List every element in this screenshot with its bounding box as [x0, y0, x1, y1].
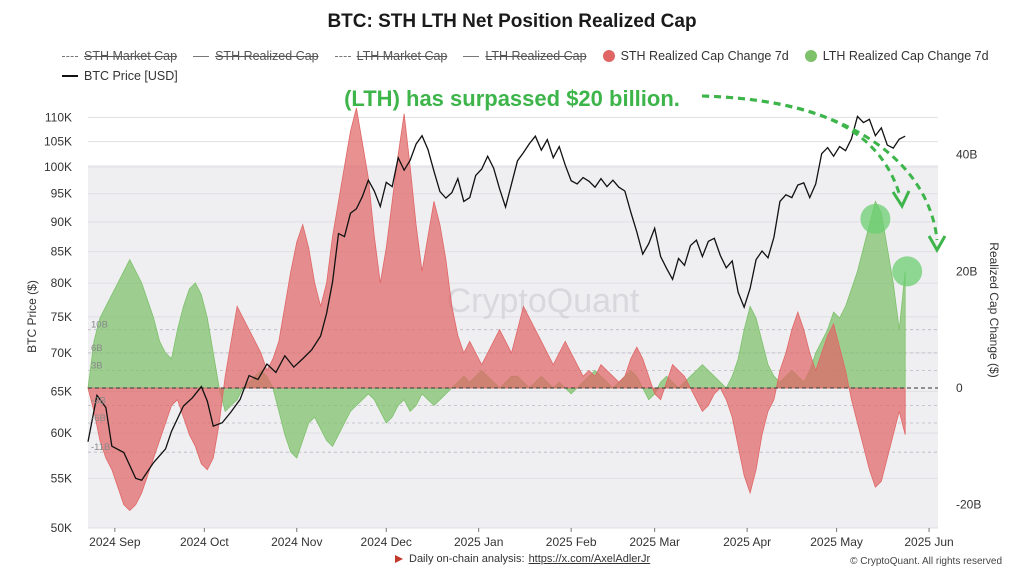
highlight-circle-peak [860, 203, 891, 234]
x-tick-label: 2024 Dec [361, 535, 412, 549]
y-right-tick-label: 20B [956, 264, 977, 278]
footer-link[interactable]: https://x.com/AxelAdlerJr [528, 553, 651, 565]
red-dot-icon [602, 50, 615, 62]
green-dot-icon [804, 50, 817, 62]
y-left-tick-label: 110K [45, 110, 72, 124]
annotation-text: (LTH) has surpassed $20 billion. [344, 86, 680, 111]
x-tick-label: 2025 May [810, 535, 863, 549]
footer-text: Daily on-chain analysis: [409, 553, 525, 565]
y-left-tick-label: 100K [44, 160, 72, 174]
arrowhead-2 [927, 235, 947, 254]
x-tick-label: 2024 Sep [89, 535, 141, 549]
y-right-axis-label: Realized Cap Change ($) [987, 242, 1001, 377]
legend-item-btc-price[interactable]: BTC Price [USD] [62, 69, 178, 83]
inner-tick-label: 6B [91, 343, 103, 354]
chart-title: BTC: STH LTH Net Position Realized Cap [327, 11, 697, 32]
y-left-tick-label: 70K [51, 346, 72, 360]
line-icon [193, 55, 210, 57]
y-left-tick-label: 60K [51, 426, 72, 440]
y-left-tick-label: 90K [51, 215, 72, 229]
inner-tick-label: -3B [91, 396, 106, 407]
legend-item-sth-change[interactable]: STH Realized Cap Change 7d [602, 49, 789, 63]
legend: STH Market Cap STH Realized Cap LTH Mark… [62, 46, 1002, 86]
y-left-tick-label: 75K [51, 310, 72, 324]
btc-price-line [87, 115, 906, 482]
y-left-tick-label: 50K [51, 521, 72, 535]
flag-icon [395, 555, 403, 563]
copyright: © CryptoQuant. All rights reserved [850, 556, 1002, 567]
y-left-tick-label: 80K [51, 276, 72, 290]
annotation-arrow-2 [701, 94, 939, 241]
inner-tick-label: -11B [91, 442, 110, 453]
inner-tick-label: -6B [91, 413, 106, 424]
x-tick-label: 2025 Apr [723, 535, 771, 549]
sth-change-area [87, 107, 906, 512]
x-tick-label: 2025 Jun [904, 535, 953, 549]
y-left-tick-label: 85K [51, 245, 72, 259]
y-right-tick-label: 0 [956, 381, 963, 395]
inner-tick-label: 3B [91, 361, 103, 372]
y-right-tick-label: 40B [956, 148, 977, 162]
y-left-tick-label: 105K [44, 135, 72, 149]
legend-item-lth-market-cap[interactable]: LTH Market Cap [334, 49, 447, 63]
x-tick-label: 2025 Feb [546, 535, 597, 549]
x-tick-label: 2024 Oct [180, 535, 229, 549]
inner-tick-label: 10B [91, 320, 108, 331]
watermark: CryptoQuant [447, 282, 640, 320]
x-tick-label: 2024 Nov [271, 535, 322, 549]
legend-row-2: BTC Price [USD] [62, 66, 1002, 86]
footer: Daily on-chain analysis: https://x.com/A… [395, 553, 650, 565]
x-tick-label: 2025 Jan [454, 535, 503, 549]
line-icon [463, 55, 480, 57]
highlight-circle-current [892, 256, 923, 287]
y-left-tick-label: 95K [51, 187, 72, 201]
legend-item-sth-market-cap[interactable]: STH Market Cap [62, 49, 177, 63]
legend-item-lth-change[interactable]: LTH Realized Cap Change 7d [804, 49, 989, 63]
line-icon [62, 75, 78, 77]
legend-item-lth-realized-cap[interactable]: LTH Realized Cap [463, 49, 587, 63]
dash-line-icon [334, 55, 351, 57]
arrowhead-1 [891, 190, 911, 210]
y-left-tick-label: 65K [51, 384, 72, 398]
legend-row-1: STH Market Cap STH Realized Cap LTH Mark… [62, 46, 1002, 66]
x-tick-label: 2025 Mar [629, 535, 680, 549]
y-right-tick-label: -20B [956, 498, 981, 512]
y-left-axis-label: BTC Price ($) [25, 280, 39, 353]
y-left-tick-label: 55K [51, 471, 72, 485]
dash-line-icon [62, 55, 78, 57]
legend-item-sth-realized-cap[interactable]: STH Realized Cap [193, 49, 319, 63]
